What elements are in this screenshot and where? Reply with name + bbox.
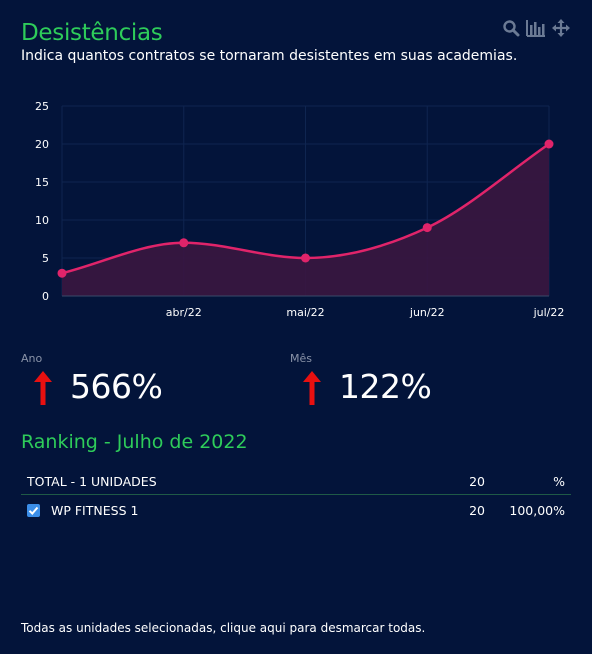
line-chart: 0 5 10 15 20 25 abr/22 mai/22 jun/22 jul/22: [35, 100, 565, 319]
ranking-header-pct: %: [553, 474, 565, 489]
arrow-up-icon: [303, 371, 321, 405]
ranking-header-row: TOTAL - 1 UNIDADES 20 %: [21, 470, 571, 495]
y-tick-label: 15: [35, 176, 49, 189]
search-icon[interactable]: [502, 19, 520, 37]
ranking-row-pct: 100,00%: [509, 503, 565, 518]
kpi-month-label: Mês: [290, 352, 312, 365]
y-tick-label: 5: [42, 252, 49, 265]
bar-chart-icon[interactable]: [526, 19, 546, 37]
x-tick-label: mai/22: [286, 306, 324, 319]
ranking-header-name: TOTAL - 1 UNIDADES: [27, 474, 157, 489]
page-subtitle: Indica quantos contratos se tornaram des…: [21, 48, 518, 64]
x-tick-label: jul/22: [533, 306, 565, 319]
kpi-year-label: Ano: [21, 352, 43, 365]
y-tick-label: 0: [42, 290, 49, 303]
move-icon[interactable]: [552, 19, 570, 37]
kpi-month-value: 122%: [339, 367, 432, 406]
area-fill: [62, 144, 549, 296]
chart-area: 0 5 10 15 20 25 abr/22 mai/22 jun/22 jul/22: [0, 95, 592, 330]
data-point: [301, 253, 310, 263]
x-tick-label: jun/22: [409, 306, 445, 319]
ranking-header-value: 20: [469, 474, 485, 489]
deselect-all-link[interactable]: Todas as unidades selecionadas, clique a…: [21, 621, 426, 635]
arrow-up-icon: [34, 371, 52, 405]
y-tick-label: 25: [35, 100, 49, 113]
ranking-table: TOTAL - 1 UNIDADES 20 % WP FITNESS 1 20 …: [21, 470, 571, 523]
check-icon: [28, 506, 39, 515]
y-tick-label: 20: [35, 138, 49, 151]
data-point: [57, 268, 67, 278]
kpi-year-value: 566%: [70, 367, 163, 406]
table-row: WP FITNESS 1 20 100,00%: [21, 499, 571, 523]
data-point: [544, 139, 554, 149]
x-tick-label: abr/22: [166, 306, 202, 319]
chart-toolbar: [502, 19, 570, 37]
ranking-title: Ranking - Julho de 2022: [21, 431, 248, 453]
page-title: Desistências: [21, 20, 163, 46]
ranking-row-value: 20: [469, 503, 485, 518]
data-point: [422, 223, 432, 233]
ranking-row-name: WP FITNESS 1: [51, 503, 139, 518]
y-tick-label: 10: [35, 214, 49, 227]
unit-checkbox[interactable]: [27, 504, 40, 517]
data-point: [179, 238, 189, 248]
